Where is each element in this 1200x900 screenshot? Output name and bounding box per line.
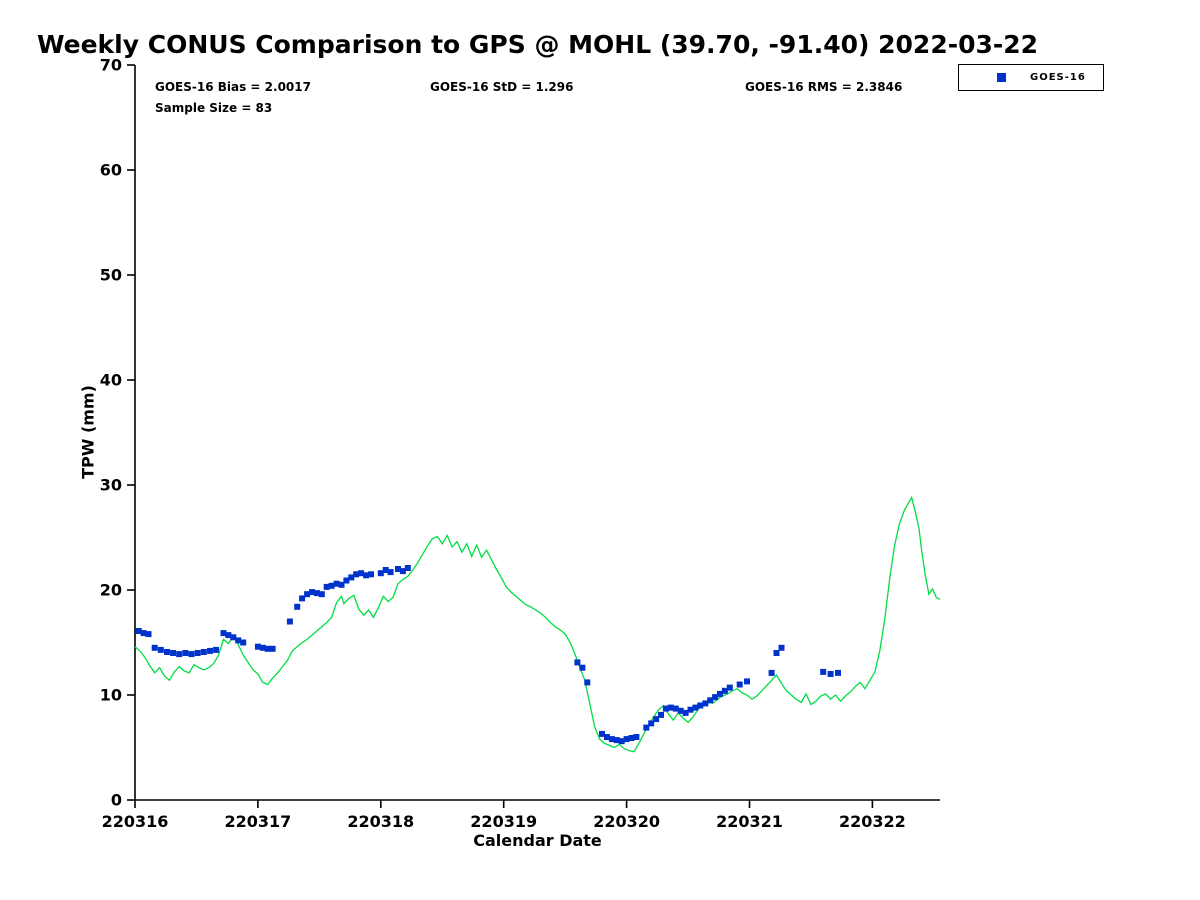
x-tick-label: 220319	[470, 812, 537, 831]
y-tick-label: 20	[100, 581, 122, 600]
y-tick-label: 0	[111, 791, 122, 810]
stat-std-text: GOES-16 StD = 1.296	[430, 80, 574, 94]
x-tick-label: 220322	[839, 812, 906, 831]
stat-sample-size-text: Sample Size = 83	[155, 101, 273, 115]
x-tick-label: 220316	[102, 812, 169, 831]
x-tick-label: 220321	[716, 812, 783, 831]
axes: 0 10 20 30 40 50 60 70 220316 220317 220318 220319 2…	[100, 56, 940, 831]
stat-bias-text: GOES-16 Bias = 2.0017	[155, 80, 311, 94]
x-axis-label: Calendar Date	[473, 831, 602, 850]
y-tick-label: 40	[100, 371, 122, 390]
y-tick-label: 10	[100, 686, 122, 705]
goes16-legend-marker-icon	[997, 73, 1006, 82]
goes16-legend-label: GOES-16	[1030, 72, 1086, 83]
y-tick-label: 50	[100, 266, 122, 285]
x-tick-label: 220320	[593, 812, 660, 831]
stat-rms-text: GOES-16 RMS = 2.3846	[745, 80, 903, 94]
gps-line	[134, 495, 941, 753]
y-tick-label: 60	[100, 161, 122, 180]
x-tick-label: 220318	[347, 812, 414, 831]
x-tick-label: 220317	[225, 812, 292, 831]
y-axis-label: TPW (mm)	[78, 385, 98, 479]
goes16-markers	[135, 565, 841, 745]
legend: GOES-16	[958, 64, 1104, 91]
y-tick-label: 70	[100, 56, 122, 75]
chart-title: Weekly CONUS Comparison to GPS @ MOHL (3…	[36, 30, 1039, 59]
y-tick-label: 30	[100, 476, 122, 495]
